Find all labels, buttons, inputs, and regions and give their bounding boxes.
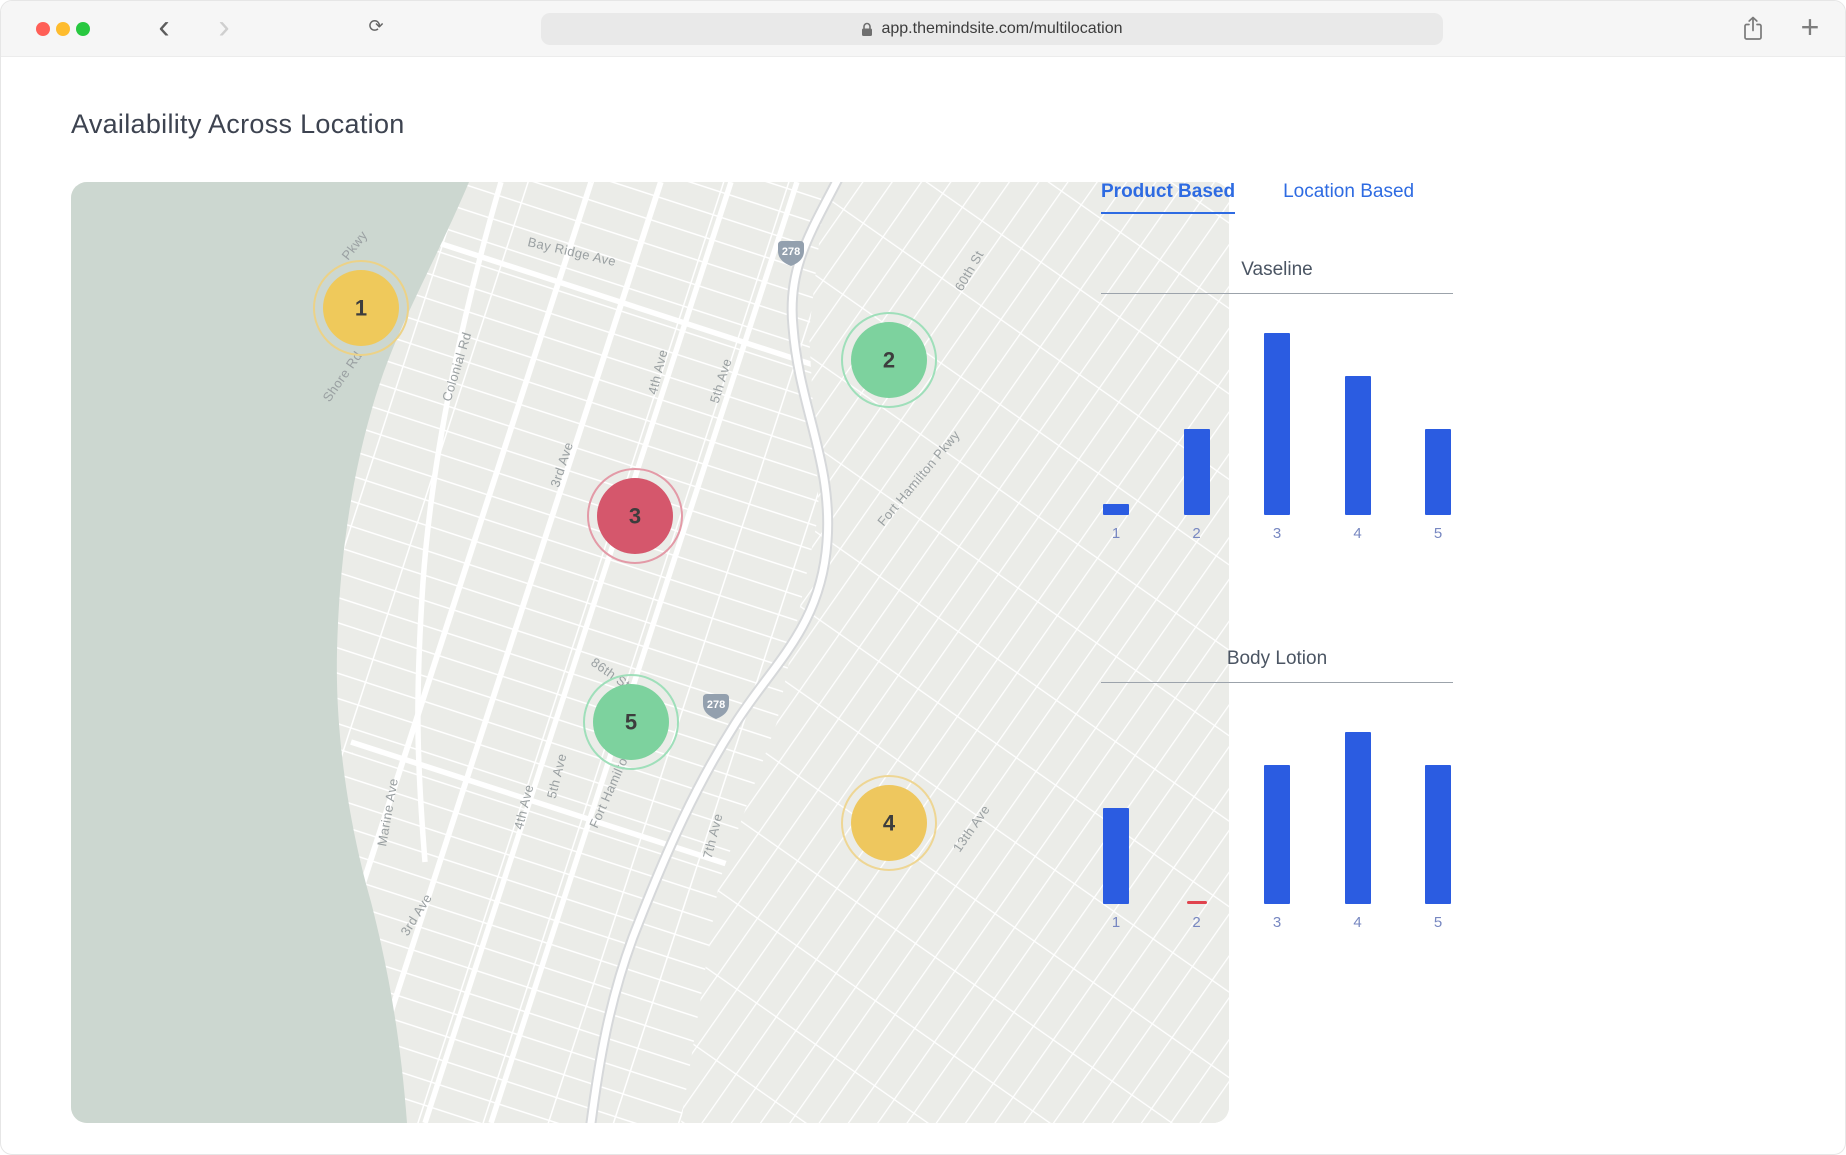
minimize-button[interactable] <box>56 22 70 36</box>
map-marker-1[interactable]: 1 <box>313 260 409 356</box>
share-icon[interactable] <box>1743 16 1763 46</box>
chart-plot <box>1101 322 1453 515</box>
tick-label-5: 5 <box>1433 525 1443 542</box>
bar-location-3 <box>1264 332 1290 515</box>
back-button[interactable]: ‹ <box>158 8 170 46</box>
tick-label-2: 2 <box>1192 914 1201 931</box>
map-marker-5[interactable]: 5 <box>583 674 679 770</box>
map-highway <box>585 182 843 1123</box>
chart-vaseline: Vaseline 1 2 3 4 5 <box>1101 259 1453 542</box>
map-marker-2[interactable]: 2 <box>841 312 937 408</box>
address-bar[interactable]: app.themindsite.com/multilocation <box>541 13 1443 45</box>
tab-location-based[interactable]: Location Based <box>1283 181 1415 202</box>
tick-label-1: 1 <box>1111 914 1121 931</box>
bar-location-2 <box>1186 901 1207 904</box>
tick-label-2: 2 <box>1192 525 1201 542</box>
zoom-button[interactable] <box>76 22 90 36</box>
forward-button[interactable]: › <box>218 8 230 46</box>
svg-text:3: 3 <box>629 504 641 529</box>
bar-location-3 <box>1264 764 1290 904</box>
svg-text:5: 5 <box>625 710 637 735</box>
map-canvas[interactable]: Bay Ridge Ave Pkwy Shore Rd Colonial Rd 3rd … <box>71 182 1229 1123</box>
svg-text:1: 1 <box>355 296 367 321</box>
chart-title: Vaseline <box>1101 259 1453 294</box>
route-shield-278: 278 <box>778 241 804 266</box>
route-shield-278: 278 <box>703 694 729 719</box>
browser-toolbar: ‹ › app.themindsite.com/multilocation ⟳ … <box>1 1 1845 57</box>
new-tab-icon[interactable]: + <box>1800 9 1820 45</box>
tab-product-based[interactable]: Product Based <box>1101 181 1236 214</box>
close-button[interactable] <box>36 22 50 36</box>
map-street-grid-east <box>681 182 1229 1123</box>
chart-plot <box>1101 711 1453 904</box>
view-tabs: Product Based Location Based <box>1101 181 1414 214</box>
bar-location-4 <box>1344 732 1371 904</box>
chart-title: Body Lotion <box>1101 648 1453 683</box>
chart-ticks: 1 2 3 4 5 <box>1101 525 1453 542</box>
svg-text:278: 278 <box>782 246 800 258</box>
chart-body-lotion: Body Lotion 1 2 3 4 5 <box>1101 648 1453 931</box>
tick-label-1: 1 <box>1111 525 1121 542</box>
lock-icon <box>861 22 873 37</box>
url-text: app.themindsite.com/multilocation <box>881 20 1123 37</box>
chart-ticks: 1 2 3 4 5 <box>1101 914 1453 931</box>
map-markers-layer: 1 2 3 5 4 <box>313 260 937 871</box>
bar-location-5 <box>1425 429 1451 515</box>
bar-location-1 <box>1103 807 1129 904</box>
bar-location-1 <box>1103 504 1129 515</box>
map-marker-4[interactable]: 4 <box>841 775 937 871</box>
svg-text:4: 4 <box>883 811 896 836</box>
tick-label-3: 3 <box>1272 525 1282 542</box>
bar-location-2 <box>1183 429 1210 515</box>
svg-text:2: 2 <box>883 348 895 373</box>
tick-label-4: 4 <box>1353 914 1362 931</box>
bar-location-4 <box>1344 375 1371 515</box>
map-marker-3[interactable]: 3 <box>587 468 683 564</box>
route-shields-layer: 278 278 <box>703 241 804 719</box>
tick-label-4: 4 <box>1353 525 1362 542</box>
tick-label-5: 5 <box>1433 914 1443 931</box>
map-water <box>71 182 469 1123</box>
tick-label-3: 3 <box>1272 914 1282 931</box>
page-title: Availability Across Location <box>71 109 405 139</box>
reload-icon[interactable]: ⟳ <box>368 16 384 36</box>
svg-text:278: 278 <box>707 699 725 711</box>
bar-location-5 <box>1425 764 1451 904</box>
